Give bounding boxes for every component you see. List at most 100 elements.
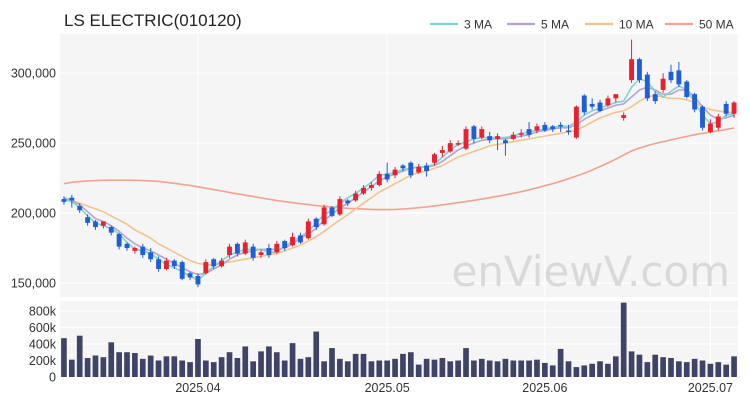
candle-body xyxy=(321,207,327,225)
volume-bar xyxy=(502,358,509,377)
volume-bar xyxy=(187,362,193,377)
candle xyxy=(605,95,611,107)
candle-body xyxy=(455,143,461,145)
candle xyxy=(85,214,91,226)
volume-bar xyxy=(486,360,493,377)
candle xyxy=(179,260,185,281)
candle-body xyxy=(227,246,232,256)
candle xyxy=(211,257,217,270)
candle-body xyxy=(148,252,154,260)
candle-body xyxy=(439,150,445,153)
volume-tick-label: 200k xyxy=(29,354,57,368)
candle-body xyxy=(85,217,91,223)
legend: 3 MA 5 MA 10 MA 50 MA xyxy=(430,18,734,32)
candle xyxy=(692,92,698,113)
candle xyxy=(298,232,303,244)
date-tick-label: 2025.06 xyxy=(522,381,567,395)
volume-bar xyxy=(581,365,588,377)
volume-bar xyxy=(195,339,201,377)
candle xyxy=(479,126,485,139)
candle xyxy=(684,80,690,99)
candle-body xyxy=(408,162,414,176)
candle xyxy=(621,112,627,121)
candle-body xyxy=(637,59,642,81)
candle-body xyxy=(187,273,193,278)
date-tick-label: 2025.04 xyxy=(175,381,220,395)
ma50-line xyxy=(63,127,735,211)
candle xyxy=(723,101,729,117)
candle xyxy=(392,166,398,179)
candle-body xyxy=(108,227,114,233)
candle xyxy=(637,57,642,83)
candle xyxy=(266,243,272,258)
volume-plot-background xyxy=(60,301,738,377)
candle-body xyxy=(692,94,698,110)
candle-body xyxy=(660,78,666,90)
candle xyxy=(282,239,288,251)
legend-item: 50 MA xyxy=(665,18,734,32)
volume-tick-label: 600k xyxy=(29,321,57,335)
candle-body xyxy=(100,221,106,226)
candle xyxy=(140,243,146,258)
candle-body xyxy=(163,260,169,270)
candle xyxy=(227,243,232,258)
volume-bar xyxy=(660,357,666,377)
volume-bar xyxy=(683,362,690,377)
candle xyxy=(258,249,264,258)
candle xyxy=(731,101,737,118)
candle xyxy=(432,152,437,166)
volume-bar xyxy=(549,365,556,377)
candle xyxy=(250,243,256,261)
candle xyxy=(242,239,248,256)
candle-body xyxy=(376,173,382,186)
candle xyxy=(676,61,682,88)
candle xyxy=(447,140,453,153)
volume-bar xyxy=(605,363,611,377)
candle-body xyxy=(621,115,627,118)
volume-bar xyxy=(463,348,469,377)
candle xyxy=(542,122,548,132)
candle xyxy=(156,256,161,272)
volume-bar xyxy=(305,357,312,377)
candle-body xyxy=(668,71,674,81)
candle-body xyxy=(384,173,390,180)
candle-body xyxy=(266,248,272,256)
candle xyxy=(203,259,209,275)
volume-bar xyxy=(628,351,635,377)
candle-body xyxy=(211,259,217,267)
candle xyxy=(234,242,240,257)
candle xyxy=(707,119,713,134)
candle xyxy=(534,123,540,134)
volume-bar xyxy=(281,360,288,377)
candle xyxy=(368,182,374,191)
volume-bar xyxy=(321,361,327,377)
volume-tick-label: 400k xyxy=(29,337,57,351)
candle xyxy=(668,64,674,83)
candle xyxy=(69,194,75,208)
candle-body xyxy=(203,262,209,274)
volume-bar xyxy=(455,360,461,377)
candle xyxy=(581,94,587,116)
volume-bar xyxy=(163,356,170,377)
volume-bar xyxy=(297,358,304,377)
volume-bar xyxy=(620,302,627,377)
volume-bar xyxy=(376,360,383,377)
candle-body xyxy=(77,206,83,211)
volume-tick-label: 800k xyxy=(29,304,57,318)
volume-bar xyxy=(266,346,272,377)
candle-body xyxy=(93,221,98,228)
legend-item: 3 MA xyxy=(430,18,492,32)
candle-body xyxy=(242,242,248,254)
candle xyxy=(463,126,469,151)
candle-body xyxy=(629,59,635,81)
volume-bar xyxy=(61,338,67,377)
candle xyxy=(345,199,351,207)
candle-body xyxy=(676,70,682,85)
candle-body xyxy=(329,207,335,216)
candle xyxy=(171,259,177,270)
candle xyxy=(313,217,319,230)
candle-body xyxy=(542,124,548,131)
candle xyxy=(148,248,154,263)
volume-bar xyxy=(518,360,525,377)
volume-bar xyxy=(415,364,422,377)
